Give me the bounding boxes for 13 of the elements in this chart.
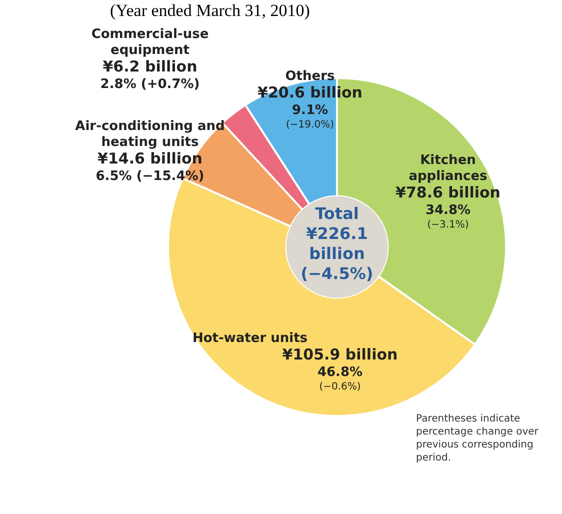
slice-label: Air-conditioning and heating units <box>75 118 225 150</box>
chart-subtitle: (Year ended March 31, 2010) <box>109 0 311 22</box>
text: 9.1% (−19.0%) <box>286 102 334 131</box>
data-label: ¥105.9 billion <box>282 345 398 364</box>
text: 34.8% (−3.1%) <box>425 202 471 231</box>
slice-label: Others <box>285 68 335 84</box>
data-label: ¥6.2 billion <box>102 57 198 76</box>
text: Parentheses indicate percentage change over previous corresponding period. <box>416 414 540 464</box>
text: 46.8% (−0.6%) <box>317 364 363 393</box>
text: Total ¥226.1 billion (−4.5%) <box>300 204 374 284</box>
slice-label: Commercial-use equipment <box>91 26 209 58</box>
slice-label: Kitchen appliances <box>408 152 488 184</box>
text: 2.8% (+0.7%) <box>100 76 200 92</box>
